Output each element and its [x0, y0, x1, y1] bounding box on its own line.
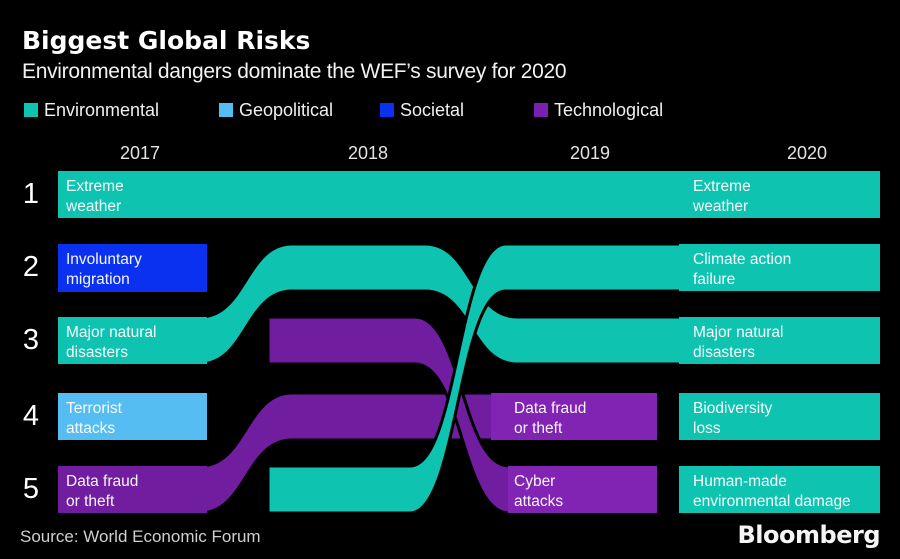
source-note: Source: World Economic Forum [20, 527, 261, 546]
legend-label-societal: Societal [400, 100, 465, 120]
legend-swatch-environmental [24, 103, 38, 117]
year-label-2018: 2018 [347, 143, 389, 163]
node-terrorist-attacks-2017: Terrorist attacks [58, 393, 207, 440]
bloomberg-logo: Bloomberg [737, 521, 881, 549]
legend-label-environmental: Environmental [44, 100, 160, 120]
node-climate-action-failure-2020: Climate action failure [679, 244, 880, 291]
year-label-2020: 2020 [786, 143, 828, 163]
rank-label-5: 5 [22, 473, 40, 505]
legend-swatch-technological [534, 103, 548, 117]
legend-label-technological: Technological [554, 100, 664, 120]
node-data-fraud-or-theft-2017: Data fraud or theft [58, 466, 207, 513]
legend-swatch-geopolitical [219, 103, 233, 117]
legend-swatch-societal [380, 103, 394, 117]
node-cyber-attacks-2019: Cyber attacks [508, 466, 657, 513]
node-major-natural-disasters-2020: Major natural disasters [679, 317, 880, 364]
node-data-fraud-or-theft-2019: Data fraud or theft [491, 393, 657, 440]
rank-label-1: 1 [22, 178, 40, 210]
rank-label-3: 3 [22, 324, 40, 356]
node-biodiversity-loss-2020: Biodiversity loss [679, 393, 880, 440]
rank-label-4: 4 [22, 400, 40, 432]
node-involuntary-migration-2017: Involuntary migration [58, 244, 207, 292]
legend-label-geopolitical: Geopolitical [239, 100, 334, 120]
node-human-made-environmental-damage-2020: Human-made environmental damage [679, 466, 880, 513]
flow-extreme-weather [58, 171, 880, 218]
node-major-natural-disasters-2017: Major natural disasters [58, 317, 207, 364]
chart-subtitle: Environmental dangers dominate the WEF’s… [22, 60, 567, 83]
node-extreme-weather-2020: Extreme weather [679, 171, 880, 218]
flow-cyber-attacks [266, 315, 659, 515]
node-extreme-weather-2017: Extreme weather [58, 171, 207, 218]
rank-label-2: 2 [22, 251, 40, 283]
year-label-2019: 2019 [569, 143, 611, 163]
chart-title: Biggest Global Risks [22, 26, 311, 55]
year-label-2017: 2017 [119, 143, 161, 163]
